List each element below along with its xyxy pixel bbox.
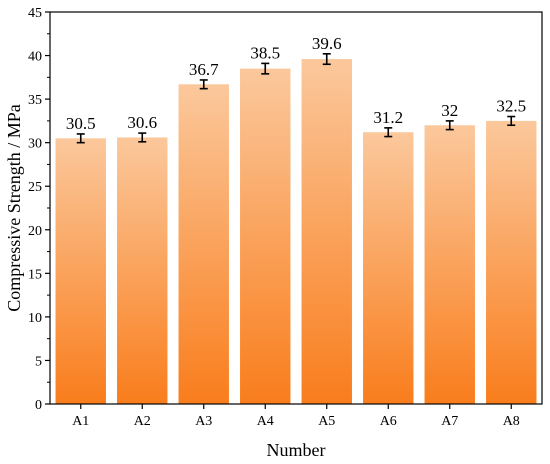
y-tick-label-20: 20 — [28, 224, 42, 239]
error-bar-A6 — [384, 127, 393, 138]
x-tick-label-A7: A7 — [441, 414, 458, 429]
error-bar-A3 — [199, 79, 208, 90]
y-tick-label-0: 0 — [35, 398, 42, 413]
error-bar-A5 — [322, 53, 331, 66]
data-label-A8: 32.5 — [496, 97, 526, 116]
y-tick-label-45: 45 — [28, 6, 42, 21]
x-axis-title: Number — [267, 440, 326, 460]
error-bar-A1 — [76, 133, 85, 144]
data-label-A3: 36.7 — [189, 60, 219, 79]
bar-A8 — [486, 120, 537, 404]
data-label-A1: 30.5 — [66, 114, 96, 133]
x-tick-label-A5: A5 — [318, 414, 335, 429]
y-axis-title: Compressive Strength / MPa — [4, 104, 24, 312]
x-axis: A1 A2 A3 A4 A5 A6 A7 A8 — [72, 404, 520, 429]
y-tick-label-5: 5 — [35, 354, 42, 369]
y-tick-label-10: 10 — [28, 311, 42, 326]
x-tick-label-A4: A4 — [257, 414, 274, 429]
x-tick-label-A6: A6 — [380, 414, 397, 429]
data-label-A4: 38.5 — [250, 43, 280, 62]
x-tick-label-A1: A1 — [72, 414, 89, 429]
x-tick-label-A8: A8 — [503, 414, 520, 429]
bar-A3 — [178, 84, 229, 405]
y-tick-label-30: 30 — [28, 137, 42, 152]
bars-layer — [55, 59, 537, 405]
y-axis: 0 5 10 15 20 25 30 35 40 45 — [28, 6, 50, 413]
bar-A2 — [117, 137, 168, 404]
error-bar-A7 — [445, 120, 454, 131]
error-bar-A2 — [138, 132, 147, 143]
data-label-A2: 30.6 — [127, 113, 157, 132]
bar-A7 — [424, 125, 475, 405]
data-label-A5: 39.6 — [312, 34, 342, 53]
bar-A6 — [363, 132, 414, 404]
bar-A1 — [55, 138, 106, 404]
error-bar-A8 — [507, 115, 516, 127]
error-bars-layer — [76, 53, 516, 144]
data-label-A6: 31.2 — [373, 108, 403, 127]
data-labels-layer: 30.5 30.6 36.7 38.5 39.6 31.2 32 32.5 — [66, 34, 526, 133]
bar-A5 — [301, 59, 352, 404]
y-tick-label-35: 35 — [28, 93, 42, 108]
error-bar-A4 — [261, 62, 270, 75]
y-tick-label-15: 15 — [28, 267, 42, 282]
y-tick-label-25: 25 — [28, 180, 42, 195]
bar-A4 — [240, 68, 291, 405]
x-tick-label-A3: A3 — [195, 414, 212, 429]
y-tick-label-40: 40 — [28, 50, 42, 65]
data-label-A7: 32 — [441, 101, 458, 120]
x-tick-label-A2: A2 — [134, 414, 151, 429]
